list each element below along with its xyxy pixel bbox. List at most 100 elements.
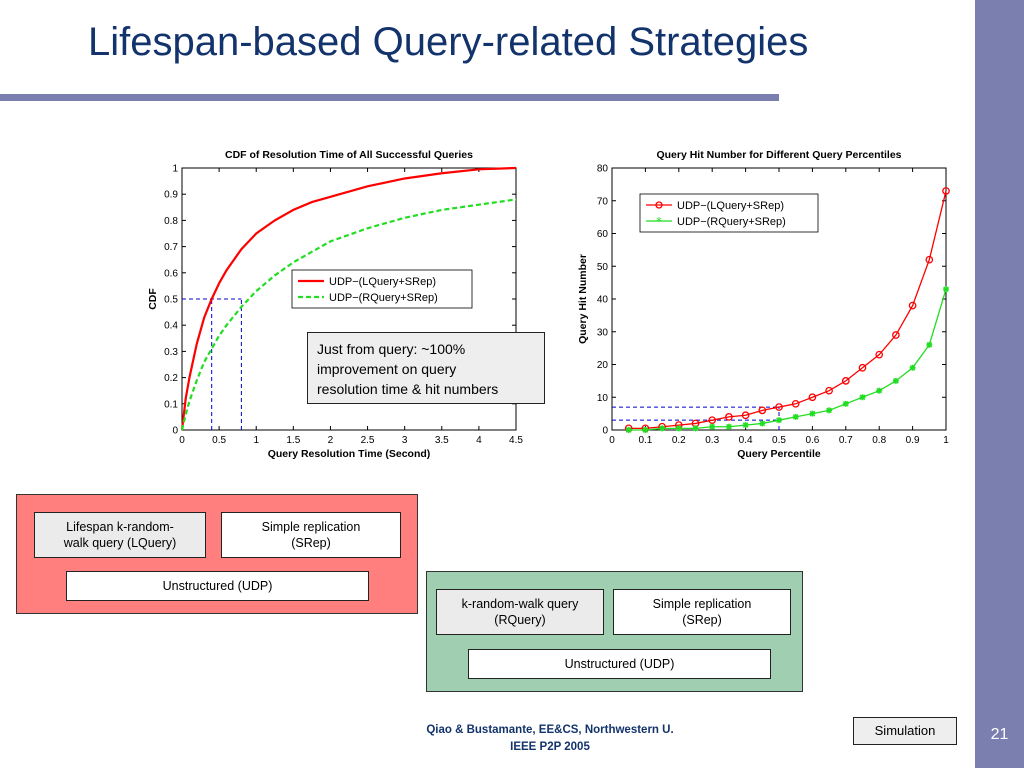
slide-number: 21 xyxy=(990,726,1009,743)
data-point xyxy=(776,417,782,424)
y-tick-label: 10 xyxy=(597,393,609,404)
x-tick-label: 2.5 xyxy=(361,435,375,446)
legend-marker: * xyxy=(656,215,662,228)
legend-label: UDP−(LQuery+SRep) xyxy=(329,276,436,288)
x-axis-label: Query Percentile xyxy=(737,448,821,460)
data-point xyxy=(876,387,883,394)
y-tick-label: 20 xyxy=(597,360,609,371)
legend-label: UDP−(RQuery+SRep) xyxy=(677,216,786,228)
x-axis-label: Query Resolution Time (Second) xyxy=(268,448,431,460)
y-tick-label: 60 xyxy=(597,229,609,240)
query-hit-chart: Query Hit Number for Different Query Per… xyxy=(577,149,950,460)
box-line: Simple replication xyxy=(652,597,752,611)
data-point xyxy=(926,341,933,348)
box-line: k-random-walk query xyxy=(461,597,579,611)
slide-title: Lifespan-based Query-related Strategies xyxy=(88,20,809,64)
simple-replication-box: Simple replication (SRep) xyxy=(613,589,791,635)
data-point xyxy=(675,425,682,432)
data-point xyxy=(791,399,800,408)
simulation-label-button[interactable]: Simulation xyxy=(853,717,957,745)
y-tick-label: 0.9 xyxy=(164,190,178,201)
y-axis-label: Query Hit Number xyxy=(577,254,589,344)
x-tick-label: 0.4 xyxy=(739,435,753,446)
data-point xyxy=(708,416,717,425)
legend-label: UDP−(LQuery+SRep) xyxy=(677,200,784,212)
callout-line: resolution time & hit numbers xyxy=(317,381,499,397)
y-tick-label: 30 xyxy=(597,327,609,338)
title-underline xyxy=(0,94,779,101)
footer-line: Qiao & Bustamante, EE&CS, Northwestern U… xyxy=(426,724,674,736)
y-tick-label: 0 xyxy=(172,426,178,437)
cdf-chart: CDF of Resolution Time of All Successful… xyxy=(147,149,523,460)
box-line: (RQuery) xyxy=(494,613,546,627)
y-tick-label: 1 xyxy=(172,164,178,175)
x-tick-label: 0.5 xyxy=(212,435,226,446)
simple-replication-box: Simple replication (SRep) xyxy=(221,512,401,558)
series-line-1 xyxy=(180,166,517,431)
series-line-2 xyxy=(628,288,947,431)
box-line: Unstructured (UDP) xyxy=(564,657,675,671)
y-tick-label: 0.1 xyxy=(164,399,178,410)
box-line: walk query (LQuery) xyxy=(63,536,177,550)
footer-credit: Qiao & Bustamante, EE&CS, Northwestern U… xyxy=(380,722,720,756)
x-tick-label: 0.5 xyxy=(772,435,786,446)
y-tick-label: 0.2 xyxy=(164,373,178,384)
footer-line: IEEE P2P 2005 xyxy=(510,741,590,753)
data-point xyxy=(808,393,817,402)
y-tick-label: 70 xyxy=(597,196,609,207)
x-tick-label: 0 xyxy=(179,435,185,446)
data-point xyxy=(692,425,699,432)
data-point xyxy=(775,403,783,411)
y-tick-label: 50 xyxy=(597,262,609,273)
x-tick-label: 4 xyxy=(476,435,482,446)
data-point xyxy=(908,301,917,310)
data-point xyxy=(841,377,850,385)
series-line-2 xyxy=(180,198,517,431)
data-point xyxy=(875,350,884,359)
data-point xyxy=(858,363,867,372)
box-line: Unstructured (UDP) xyxy=(162,579,273,593)
data-point xyxy=(826,407,833,414)
data-point xyxy=(792,413,799,420)
y-tick-label: 80 xyxy=(597,164,609,175)
legend-box xyxy=(291,269,473,309)
x-tick-label: 0.2 xyxy=(672,435,686,446)
legend-box xyxy=(639,193,819,233)
data-point xyxy=(759,420,766,427)
unstructured-box: Unstructured (UDP) xyxy=(468,649,771,679)
data-point xyxy=(625,427,632,433)
x-tick-label: 3 xyxy=(402,435,408,446)
legend-marker xyxy=(655,201,663,209)
callout-box: Just from query: ~100% improvement on qu… xyxy=(307,332,545,404)
data-point xyxy=(942,187,950,195)
y-tick-label: 0 xyxy=(602,426,608,437)
unstructured-box: Unstructured (UDP) xyxy=(66,571,369,601)
callout-line: Just from query: ~100% xyxy=(317,341,466,357)
y-tick-label: 0.7 xyxy=(164,242,178,253)
x-tick-label: 0 xyxy=(609,435,615,446)
random-walk-query-box: k-random-walk query (RQuery) xyxy=(436,589,604,635)
data-point xyxy=(809,410,816,417)
x-tick-label: 4.5 xyxy=(509,435,523,446)
data-point xyxy=(825,386,833,395)
chart-title: CDF of Resolution Time of All Successful… xyxy=(225,149,473,161)
x-tick-label: 1 xyxy=(943,435,949,446)
data-point xyxy=(943,286,949,293)
data-point xyxy=(741,411,750,420)
x-tick-label: 0.3 xyxy=(705,435,719,446)
y-tick-label: 40 xyxy=(597,295,609,306)
data-point xyxy=(892,331,900,339)
data-point xyxy=(709,423,716,430)
lifespan-query-box: Lifespan k-random-walk query (LQuery) xyxy=(34,512,206,558)
data-point xyxy=(725,423,732,430)
sidebar-accent-bar xyxy=(975,0,1024,768)
data-point xyxy=(925,255,934,264)
data-point xyxy=(859,394,866,401)
lifespan-strategy-panel: Lifespan k-random-walk query (LQuery) Si… xyxy=(16,494,418,614)
y-tick-label: 0.6 xyxy=(164,268,178,279)
x-tick-label: 1 xyxy=(253,435,259,446)
y-tick-label: 0.3 xyxy=(164,347,178,358)
x-tick-label: 1.5 xyxy=(286,435,300,446)
x-tick-label: 0.9 xyxy=(906,435,920,446)
data-point xyxy=(758,406,767,415)
